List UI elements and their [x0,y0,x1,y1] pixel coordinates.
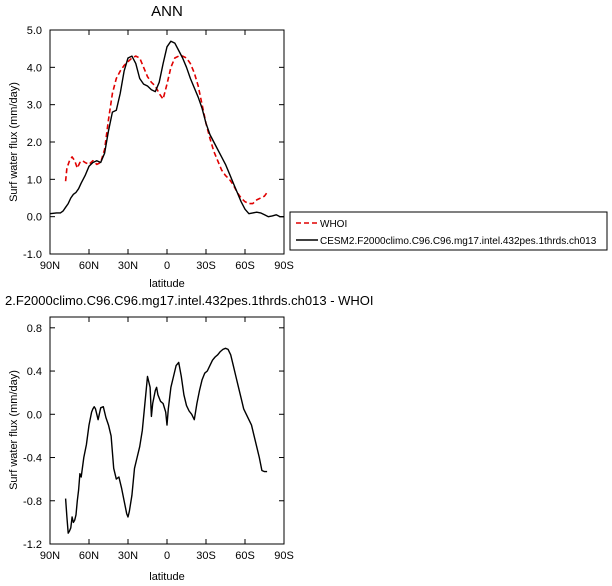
bottom-x-tick-label: 60S [235,550,255,562]
top-x-tick-label: 60N [79,260,99,272]
top-panel: ANN 90N 60N 30N 0 30S 60S 90S -1.0 0.0 1.0 2.0 3.0 4… [8,3,294,290]
bottom-series-line-0 [64,347,268,534]
top-chart-title: ANN [151,3,183,20]
top-y-tick-label: 5.0 [27,25,42,37]
bottom-y-tick-label: -0.4 [23,453,42,465]
top-x-tick-label: 30N [118,260,138,272]
bottom-y-tick-label: 0.4 [27,366,42,378]
bottom-x-tick-label: 60N [79,550,99,562]
bottom-y-tick-label: -1.2 [23,539,42,551]
top-y-tick-label: -1.0 [23,249,42,261]
top-x-tick-label: 90N [40,260,60,272]
bottom-chart-title: 2.F2000climo.C96.C96.mg17.intel.432pes.1… [5,293,374,308]
bottom-y-axis-label: Surf water flux (mm/day) [8,370,20,490]
bottom-panel: 2.F2000climo.C96.C96.mg17.intel.432pes.1… [5,293,374,583]
top-axes: 90N 60N 30N 0 30S 60S 90S -1.0 0.0 1.0 2.0 3.0 4.0 5.… [23,25,294,272]
top-x-axis-label: latitude [149,278,184,290]
top-plot-frame [49,29,285,255]
bottom-x-tick-label: 0 [164,550,170,562]
bottom-x-tick-label: 90S [274,550,294,562]
bottom-x-tick-label: 90N [40,550,60,562]
bottom-y-tick-label: 0.8 [27,323,42,335]
bottom-axes: 90N 60N 30N 0 30S 60S 90S -1.2 -0.8 -0.4 0.0 0.4 0.8 [23,317,294,562]
top-x-tick-label: 60S [235,260,255,272]
legend: WHOI CESM2.F2000climo.C96.C96.mg17.intel… [289,211,608,251]
bottom-y-tick-label: -0.8 [23,496,42,508]
bottom-y-tick-label: 0.0 [27,409,42,421]
bottom-x-tick-label: 30N [118,550,138,562]
bottom-x-tick-label: 30S [196,550,216,562]
top-y-tick-label: 4.0 [27,62,42,74]
top-x-tick-label: 90S [274,260,294,272]
legend-box [289,211,608,251]
legend-label-cesm2: CESM2.F2000climo.C96.C96.mg17.intel.432p… [320,236,597,247]
legend-label-whoi: WHOI [320,219,347,230]
top-series-line-1 [49,40,284,218]
top-series-line-0 [64,55,268,205]
top-y-tick-label: 0.0 [27,212,42,224]
bottom-series-group [64,347,268,534]
top-series-group [49,40,284,218]
top-y-tick-label: 3.0 [27,100,42,112]
top-y-tick-label: 1.0 [27,174,42,186]
top-y-axis-label: Surf water flux (mm/day) [8,82,20,202]
top-x-tick-label: 30S [196,260,216,272]
top-y-tick-label: 2.0 [27,137,42,149]
bottom-plot-frame [49,316,285,545]
top-x-tick-label: 0 [164,260,170,272]
bottom-x-axis-label: latitude [149,571,184,583]
